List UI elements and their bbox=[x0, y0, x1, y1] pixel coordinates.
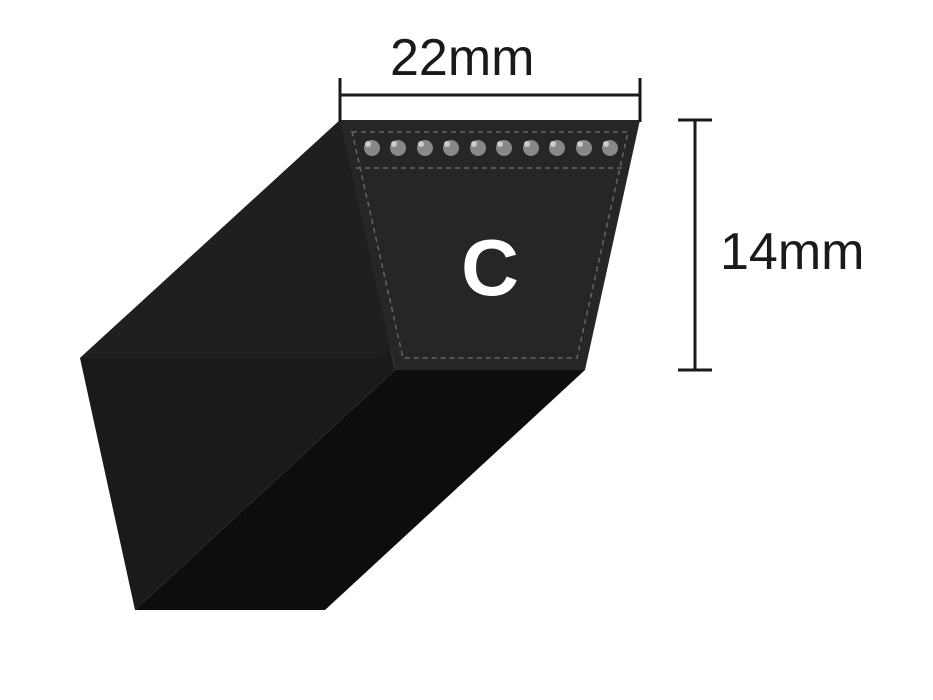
height-label: 14mm bbox=[720, 222, 864, 282]
height-dimension-bracket bbox=[678, 120, 712, 370]
width-label: 22mm bbox=[390, 28, 534, 88]
belt-illustration: C bbox=[0, 0, 933, 700]
vbelt-diagram: C 22mm 14mm bbox=[0, 0, 933, 700]
section-letter: C bbox=[461, 223, 519, 312]
